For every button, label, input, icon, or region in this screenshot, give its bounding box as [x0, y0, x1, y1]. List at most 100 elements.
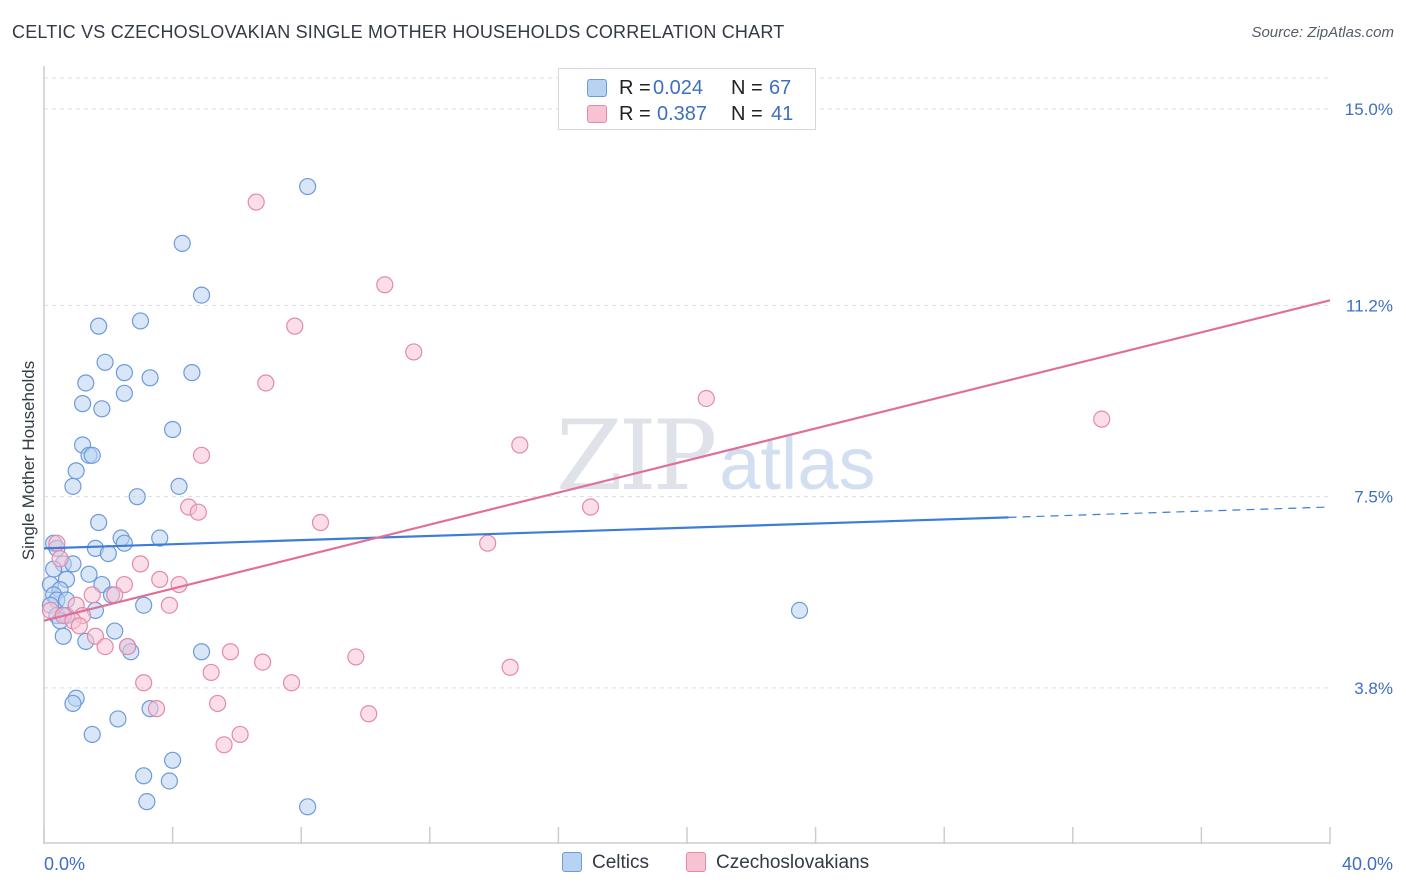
- point-czechoslovakians: [405, 343, 423, 361]
- y-tick-label: 7.5%: [1354, 488, 1393, 507]
- point-celtics: [115, 364, 133, 382]
- point-celtics: [790, 601, 809, 619]
- y-tick-label: 15.0%: [1345, 100, 1393, 119]
- point-celtics: [80, 565, 98, 583]
- point-czechoslovakians: [170, 575, 188, 594]
- legend-stats: R = 0.024 N = 67 R = 0.387 N = 41: [558, 68, 816, 130]
- point-celtics: [141, 369, 159, 387]
- point-czechoslovakians: [135, 674, 153, 692]
- point-czechoslovakians: [311, 513, 330, 532]
- point-czechoslovakians: [501, 658, 519, 676]
- point-czechoslovakians: [231, 725, 249, 744]
- trendline-czechoslovakians: [43, 299, 1331, 622]
- point-czechoslovakians: [192, 446, 211, 464]
- point-czechoslovakians: [147, 700, 166, 718]
- point-czechoslovakians: [209, 694, 227, 713]
- point-czechoslovakians: [106, 586, 124, 604]
- point-celtics: [151, 529, 169, 547]
- legend-label: Czechoslovakians: [716, 852, 870, 873]
- point-czechoslovakians: [581, 498, 600, 516]
- point-celtics: [83, 446, 101, 464]
- point-celtics: [99, 544, 117, 563]
- legend-swatch-pink: [587, 105, 607, 123]
- trendline-extension-celtics: [1008, 506, 1331, 518]
- legend-swatch-blue: [562, 852, 582, 872]
- point-czechoslovakians: [247, 193, 265, 211]
- point-celtics: [77, 374, 95, 392]
- point-czechoslovakians: [347, 648, 365, 666]
- source-label: Source: ZipAtlas.com: [1251, 24, 1394, 41]
- point-celtics: [83, 725, 101, 744]
- point-czechoslovakians: [131, 555, 150, 573]
- legend-n-value: 67: [769, 77, 792, 99]
- point-czechoslovakians: [160, 596, 178, 614]
- legend-row-czechoslovakians: R = 0.387 N = 41: [559, 101, 815, 127]
- point-czechoslovakians: [96, 637, 114, 656]
- point-celtics: [135, 596, 153, 614]
- point-celtics: [90, 513, 108, 532]
- point-celtics: [96, 353, 114, 371]
- point-czechoslovakians: [376, 276, 394, 294]
- point-celtics: [164, 420, 182, 439]
- point-czechoslovakians: [282, 674, 301, 692]
- legend-label: Celtics: [592, 852, 650, 873]
- point-celtics: [115, 534, 133, 552]
- watermark: ZIPatlas: [556, 400, 876, 512]
- point-celtics: [64, 694, 82, 713]
- legend-r-value: 0.387: [657, 103, 708, 125]
- point-czechoslovakians: [83, 586, 101, 604]
- point-celtics: [73, 395, 92, 413]
- legend-r-label: R =: [619, 77, 651, 99]
- point-czechoslovakians: [51, 550, 69, 568]
- trendline-celtics: [43, 516, 1009, 550]
- legend-r-value: 0.024: [653, 77, 704, 99]
- point-celtics: [128, 488, 146, 506]
- legend-n-value: 41: [771, 103, 794, 125]
- point-celtics: [192, 286, 211, 304]
- point-celtics: [192, 643, 211, 661]
- point-celtics: [299, 177, 317, 196]
- legend-n-label: N =: [731, 77, 763, 99]
- point-celtics: [93, 400, 111, 418]
- legend-row-celtics: R = 0.024 N = 67: [559, 75, 815, 101]
- point-celtics: [106, 622, 124, 640]
- point-czechoslovakians: [151, 570, 169, 588]
- point-celtics: [109, 710, 127, 728]
- point-czechoslovakians: [215, 736, 233, 754]
- legend-item-czechoslovakians[interactable]: Czechoslovakians: [686, 852, 869, 874]
- point-czechoslovakians: [70, 617, 88, 635]
- legend-item-celtics[interactable]: Celtics: [562, 852, 649, 874]
- watermark-zip: ZIP: [556, 400, 717, 512]
- point-celtics: [90, 317, 108, 335]
- point-czechoslovakians: [479, 534, 497, 552]
- point-czechoslovakians: [221, 643, 240, 661]
- y-tick-label: 11.2%: [1346, 296, 1393, 315]
- point-czechoslovakians: [254, 653, 272, 671]
- point-celtics: [67, 462, 85, 480]
- chart-title: CELTIC VS CZECHOSLOVAKIAN SINGLE MOTHER …: [12, 22, 785, 42]
- watermark-atlas: atlas: [719, 422, 876, 505]
- point-czechoslovakians: [286, 317, 304, 335]
- point-celtics: [54, 627, 72, 645]
- legend-swatch-blue: [587, 79, 607, 97]
- point-celtics: [299, 798, 317, 816]
- point-czechoslovakians: [511, 436, 529, 454]
- point-czechoslovakians: [202, 663, 220, 682]
- point-celtics: [183, 364, 201, 382]
- x-tick-label: 0.0%: [44, 854, 85, 874]
- point-celtics: [170, 477, 188, 495]
- point-celtics: [160, 772, 178, 790]
- point-czechoslovakians: [118, 637, 137, 656]
- point-czechoslovakians: [257, 374, 275, 392]
- point-czechoslovakians: [697, 389, 715, 408]
- point-czechoslovakians: [1093, 410, 1111, 428]
- y-tick-label: 3.8%: [1354, 679, 1393, 698]
- y-axis-title: Single Mother Households: [19, 361, 38, 560]
- point-celtics: [138, 793, 156, 811]
- point-celtics: [115, 384, 133, 402]
- legend-swatch-pink: [686, 852, 706, 872]
- point-czechoslovakians: [360, 705, 378, 723]
- legend-r-label: R =: [619, 103, 651, 125]
- point-czechoslovakians: [189, 503, 207, 521]
